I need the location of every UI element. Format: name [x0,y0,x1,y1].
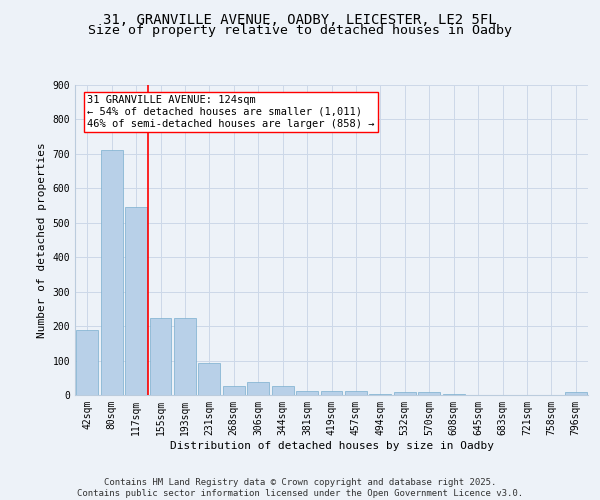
Bar [247,382,269,395]
Y-axis label: Number of detached properties: Number of detached properties [37,142,47,338]
Bar [125,206,147,395]
Bar [199,364,220,395]
Bar [394,392,416,395]
Bar [174,318,196,395]
Bar [149,318,172,395]
Bar [296,390,318,395]
Bar [76,330,98,395]
Bar [443,394,464,395]
Bar [223,386,245,395]
Bar [320,391,343,395]
Text: Size of property relative to detached houses in Oadby: Size of property relative to detached ho… [88,24,512,37]
Bar [370,394,391,395]
Bar [272,386,293,395]
Text: 31, GRANVILLE AVENUE, OADBY, LEICESTER, LE2 5FL: 31, GRANVILLE AVENUE, OADBY, LEICESTER, … [103,12,497,26]
Text: Contains HM Land Registry data © Crown copyright and database right 2025.
Contai: Contains HM Land Registry data © Crown c… [77,478,523,498]
Text: 31 GRANVILLE AVENUE: 124sqm
← 54% of detached houses are smaller (1,011)
46% of : 31 GRANVILLE AVENUE: 124sqm ← 54% of det… [88,96,375,128]
Bar [101,150,122,395]
Bar [565,392,587,395]
X-axis label: Distribution of detached houses by size in Oadby: Distribution of detached houses by size … [170,440,493,450]
Bar [345,391,367,395]
Bar [418,392,440,395]
